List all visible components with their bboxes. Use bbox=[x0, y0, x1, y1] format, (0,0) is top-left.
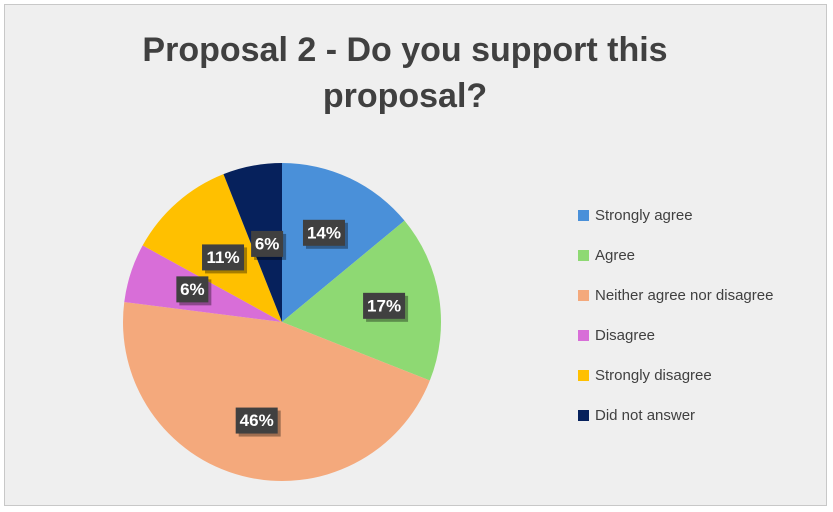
legend-label: Disagree bbox=[595, 326, 656, 344]
legend: Strongly agree Agree Neither agree nor dis… bbox=[578, 205, 773, 445]
legend-label: Did not answer bbox=[595, 406, 696, 424]
legend-swatch bbox=[578, 369, 589, 381]
data-label-agree: 17% bbox=[363, 292, 409, 322]
legend-label: Strongly agree bbox=[595, 206, 693, 224]
chart-area: Proposal 2 - Do you support this proposa… bbox=[4, 4, 827, 506]
legend-item-neither-agree-nor-disagree: Neither agree nor disagree bbox=[578, 285, 773, 305]
pie-slice-neither-agree-nor-disagree bbox=[122, 302, 430, 481]
legend-item-agree: Agree bbox=[578, 245, 773, 265]
data-label-neither-agree-nor-disagree: 46% bbox=[235, 407, 281, 437]
data-label-strongly-disagree: 11% bbox=[202, 244, 248, 274]
pie-chart: 14%17%46%6%11%6% bbox=[122, 163, 441, 481]
legend-item-disagree: Disagree bbox=[578, 325, 773, 345]
data-label-text: 6% bbox=[180, 280, 205, 299]
data-label-strongly-agree: 14% bbox=[302, 219, 348, 249]
data-label-text: 14% bbox=[307, 223, 341, 242]
chart-title: Proposal 2 - Do you support this proposa… bbox=[142, 31, 668, 115]
data-label-did-not-answer: 6% bbox=[251, 230, 287, 260]
legend-swatch bbox=[578, 329, 589, 341]
data-label-disagree: 6% bbox=[176, 276, 212, 306]
legend-swatch bbox=[578, 249, 589, 261]
pie-slice-agree bbox=[282, 220, 441, 381]
data-label-text: 17% bbox=[367, 296, 401, 315]
legend-item-strongly-agree: Strongly agree bbox=[578, 205, 773, 225]
legend-swatch bbox=[578, 289, 589, 301]
legend-swatch bbox=[578, 409, 589, 421]
legend-item-strongly-disagree: Strongly disagree bbox=[578, 365, 773, 385]
data-label-text: 11% bbox=[206, 248, 239, 267]
legend-label: Agree bbox=[595, 246, 636, 264]
legend-item-did-not-answer: Did not answer bbox=[578, 405, 773, 425]
legend-label: Neither agree nor disagree bbox=[595, 286, 774, 304]
data-label-text: 6% bbox=[255, 234, 280, 253]
legend-swatch bbox=[578, 209, 589, 221]
data-label-text: 46% bbox=[240, 411, 274, 430]
legend-label: Strongly disagree bbox=[595, 366, 712, 384]
